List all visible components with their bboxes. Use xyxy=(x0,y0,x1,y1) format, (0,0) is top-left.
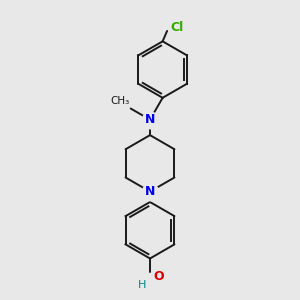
Text: O: O xyxy=(154,270,164,283)
Text: H: H xyxy=(137,280,146,290)
Text: Cl: Cl xyxy=(170,22,183,34)
Text: N: N xyxy=(145,113,155,126)
Text: N: N xyxy=(145,185,155,198)
Text: CH₃: CH₃ xyxy=(110,96,129,106)
